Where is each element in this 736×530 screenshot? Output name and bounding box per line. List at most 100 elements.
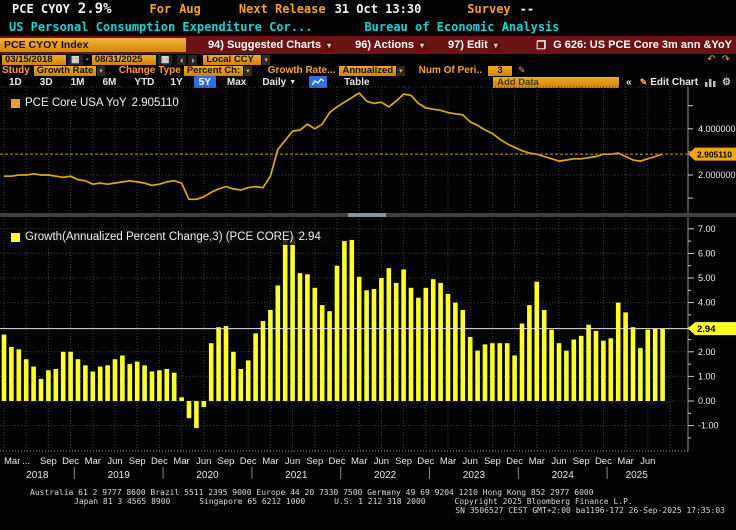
frequency-select[interactable]: Daily ▼ xyxy=(259,76,299,88)
svg-text:2.905110: 2.905110 xyxy=(697,149,732,159)
svg-text:Sep: Sep xyxy=(129,456,146,467)
survey-value: -- xyxy=(519,2,535,16)
svg-text:Dec: Dec xyxy=(329,456,346,467)
collapse-panel-button[interactable]: « xyxy=(626,76,632,88)
svg-text:2022: 2022 xyxy=(374,470,397,481)
bar-series-legend[interactable]: Growth(Annualized Percent Change,3) (PCE… xyxy=(6,229,329,245)
svg-text:4.00: 4.00 xyxy=(698,298,716,308)
study-select[interactable]: Growth Rate xyxy=(33,65,97,76)
tab-5y[interactable]: 5Y xyxy=(193,76,216,88)
tab-1d[interactable]: 1D xyxy=(9,76,22,88)
svg-text:...: ... xyxy=(22,456,30,467)
chevron-down-icon[interactable]: ▾ xyxy=(244,65,252,76)
survey-label: Survey xyxy=(467,2,511,16)
chart-settings-icon[interactable] xyxy=(705,78,716,87)
next-release-label: Next Release xyxy=(238,2,326,16)
for-period: Aug xyxy=(179,2,201,16)
svg-text:Sep: Sep xyxy=(484,456,501,467)
quote-header: PCE CYOY 2.9% For Aug Next Release 31 Oc… xyxy=(0,0,736,18)
growth-rate-value: Annualized xyxy=(342,65,394,76)
tab-3d[interactable]: 3D xyxy=(39,76,53,88)
growth-rate-select[interactable]: Annualized xyxy=(339,65,397,76)
svg-text:Dec: Dec xyxy=(417,456,434,467)
last-print-value: 2.9% xyxy=(77,1,112,17)
next-release-value: 31 Oct 13:30 xyxy=(334,2,422,16)
tab-ytd[interactable]: YTD xyxy=(134,76,155,88)
svg-text:7.00: 7.00 xyxy=(698,224,716,234)
pencil-icon[interactable]: ✎ xyxy=(518,65,526,75)
frequency-value: Daily xyxy=(262,76,287,88)
currency-select[interactable]: Local CCY xyxy=(203,54,262,65)
tab-1y[interactable]: 1Y xyxy=(170,76,183,88)
svg-text:2025: 2025 xyxy=(626,470,649,481)
svg-text:Dec: Dec xyxy=(240,456,257,467)
change-type-select[interactable]: Percent Ch: xyxy=(183,65,244,76)
chevron-down-icon[interactable]: ▾ xyxy=(262,54,270,65)
svg-text:Mar: Mar xyxy=(262,456,278,467)
date-to-value: 08/31/2025 xyxy=(94,54,143,65)
tab-1m[interactable]: 1M xyxy=(70,76,85,88)
change-type-value: Percent Ch: xyxy=(186,65,241,76)
currency-value: Local CCY xyxy=(206,54,254,65)
svg-text:Sep: Sep xyxy=(573,456,590,467)
pencil-icon[interactable]: ✎ xyxy=(639,76,648,87)
date-to-field[interactable]: 08/31/2025 xyxy=(91,54,156,65)
add-data-input[interactable]: Add Data xyxy=(493,76,620,88)
date-from-field[interactable]: 03/15/2018 xyxy=(2,54,66,65)
actions-menu[interactable]: 96) Actions ▾ xyxy=(355,39,427,51)
num-periods-field[interactable]: 3 xyxy=(488,65,513,76)
footer-copyright-line: Japan 81 3 4565 8900 Singapore 65 6212 1… xyxy=(74,497,633,506)
svg-text:2.000000: 2.000000 xyxy=(698,170,736,180)
for-label: For xyxy=(149,2,172,16)
tab-6m[interactable]: 6M xyxy=(102,76,117,88)
chevron-down-icon[interactable]: ▾ xyxy=(97,65,105,76)
period-forward-button[interactable]: › xyxy=(188,54,198,65)
gear-icon[interactable]: ⚙ xyxy=(722,76,731,88)
panel-splitter[interactable] xyxy=(0,213,736,217)
undo-icon[interactable]: ↶ xyxy=(707,54,716,65)
svg-text:Mar: Mar xyxy=(4,456,20,467)
study-bar: Study Growth Rate ▾ Change Type Percent … xyxy=(0,65,736,76)
svg-text:6.00: 6.00 xyxy=(698,248,716,258)
add-data-placeholder: Add Data xyxy=(497,76,539,88)
chevron-down-icon[interactable]: ▾ xyxy=(397,65,405,76)
calendar-icon[interactable]: ▦ xyxy=(157,54,173,65)
svg-text:Jun: Jun xyxy=(374,456,389,467)
calendar-icon[interactable]: ▦ xyxy=(68,54,83,65)
svg-text:Jun: Jun xyxy=(196,456,211,467)
suggested-charts-menu[interactable]: 94) Suggested Charts ▾ xyxy=(208,39,334,51)
svg-text:Dec: Dec xyxy=(595,456,612,467)
security-description: US Personal Consumption Expenditure Cor.… xyxy=(9,19,313,34)
footer-session-line: SN 3506527 CEST GMT+2:00 ba1196-172 26-S… xyxy=(455,506,725,515)
line-chart-view-button[interactable] xyxy=(309,76,328,88)
study-label: Study xyxy=(2,65,30,76)
tab-max[interactable]: Max xyxy=(226,76,247,88)
line-series-swatch-icon xyxy=(11,98,20,108)
redo-icon[interactable]: ↷ xyxy=(721,54,730,65)
splitter-drag-handle[interactable] xyxy=(348,213,386,217)
edit-chart-button[interactable]: Edit Chart xyxy=(650,76,699,88)
num-periods-value: 3 xyxy=(497,65,503,76)
line-series-legend[interactable]: PCE Core USA YoY 2.905110 xyxy=(6,95,187,111)
chevron-down-icon: ▾ xyxy=(491,40,500,50)
svg-text:Sep: Sep xyxy=(306,456,323,467)
edit-menu[interactable]: 97) Edit ▾ xyxy=(448,39,500,51)
svg-text:2021: 2021 xyxy=(285,470,308,481)
pop-out-icon[interactable]: ❐ xyxy=(536,39,547,52)
svg-text:2018: 2018 xyxy=(26,470,49,481)
footer-contact-line: Australia 61 2 9777 8600 Brazil 5511 239… xyxy=(30,488,594,497)
security-description-row: US Personal Consumption Expenditure Cor.… xyxy=(0,18,736,35)
bar-series-last-value: 2.94 xyxy=(298,231,321,243)
line-series-last-value: 2.905110 xyxy=(131,97,179,109)
svg-text:2024: 2024 xyxy=(552,470,575,481)
table-view-button[interactable]: Table xyxy=(344,76,370,88)
svg-text:2019: 2019 xyxy=(108,470,131,481)
svg-text:Mar: Mar xyxy=(529,456,545,467)
period-back-button[interactable]: ‹ xyxy=(177,54,187,65)
svg-text:Mar: Mar xyxy=(173,456,189,467)
svg-text:Dec: Dec xyxy=(62,456,79,467)
svg-text:-1.00: -1.00 xyxy=(698,421,719,431)
security-input[interactable]: PCE CYOY Index xyxy=(0,38,186,52)
bar-series-name: Growth(Annualized Percent Change,3) (PCE… xyxy=(25,231,294,243)
